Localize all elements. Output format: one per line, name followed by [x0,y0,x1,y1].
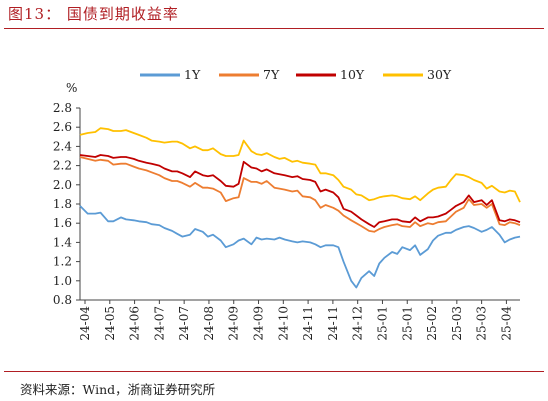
y-tick-label: 2.2 [53,159,72,173]
x-tick-label: 25-04 [499,306,513,341]
yield-line-chart: 0.8 1.0 1.2 1.4 1.6 1.8 2.0 2.2 2.4 2.6 2.8 24-04 24… [53,67,521,341]
x-tick-label: 24-11 [301,306,315,341]
chart-legend: 1Y 7Y 10Y 30Y [140,67,452,82]
y-tick-label: 0.8 [53,293,72,307]
source-divider [4,371,544,372]
legend-label-7Y: 7Y [263,67,280,82]
y-tick-label: 1.8 [53,197,72,211]
y-tick-label: 2.0 [53,178,72,192]
title-divider [4,28,544,29]
chart-series [79,127,521,289]
series-line-1Y [79,205,521,289]
x-tick-label: 24-05 [103,306,117,341]
legend-label-30Y: 30Y [427,67,452,82]
x-tick-label: 25-01 [400,306,414,341]
legend-label-1Y: 1Y [184,67,201,82]
x-tick-label: 24-04 [78,306,92,341]
x-tick-label: 24-11 [326,306,340,341]
figure-title: 图13： 国债到期收益率 [8,5,179,23]
series-line-10Y [79,154,521,228]
x-tick-label: 24-07 [152,306,166,341]
series-line-7Y [79,156,521,233]
x-tick-label: 24-08 [202,306,216,341]
x-tick-label: 24-12 [351,306,365,341]
y-tick-label: 2.6 [53,120,72,134]
y-tick-label: 2.8 [53,101,72,115]
y-tick-label: 1.6 [53,216,72,230]
x-tick-label: 24-07 [177,306,191,341]
x-tick-label: 25-02 [425,306,439,341]
y-tick-label: 1.0 [53,274,72,288]
x-tick-label: 24-09 [227,306,241,341]
series-line-30Y [79,127,521,203]
y-axis-unit: % [66,81,77,95]
source-note: 资料来源：Wind，浙商证券研究所 [20,382,216,397]
x-tick-label: 24-10 [276,306,290,341]
x-tick-label: 24-09 [252,306,266,341]
x-tick-label: 25-01 [375,306,389,341]
x-tick-label: 25-03 [475,306,489,341]
legend-label-10Y: 10Y [340,67,365,82]
chart-axes: 0.8 1.0 1.2 1.4 1.6 1.8 2.0 2.2 2.4 2.6 2.8 24-04 24… [53,101,520,341]
y-tick-label: 1.4 [53,235,72,249]
x-tick-label: 24-06 [128,306,142,341]
y-tick-label: 2.4 [53,139,72,153]
y-tick-label: 1.2 [53,255,72,269]
x-tick-label: 25-03 [450,306,464,341]
